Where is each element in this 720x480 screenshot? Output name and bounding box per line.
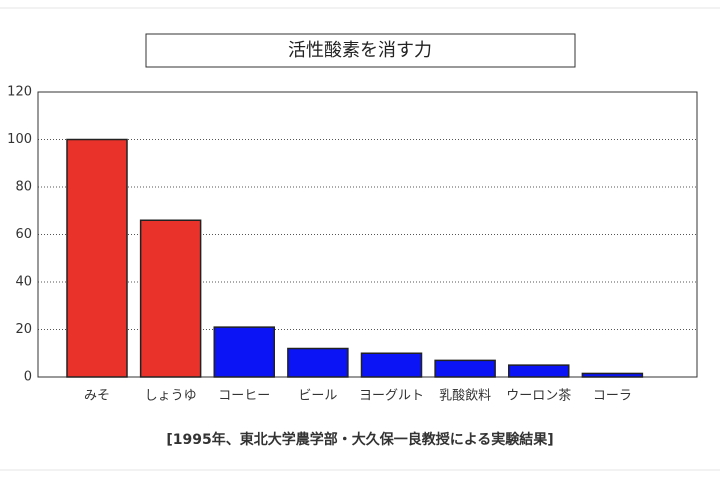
x-tick-label: みそ	[84, 389, 110, 404]
y-tick-label: 60	[15, 227, 32, 242]
annotation: [1995年、東北大学農学部・大久保一良教授による実験結果]	[166, 431, 553, 448]
x-tick-label: ウーロン茶	[506, 388, 571, 404]
y-tick-label: 40	[15, 275, 32, 290]
x-tick-label: コーヒー	[218, 389, 270, 404]
x-tick-label: しょうゆ	[145, 389, 197, 404]
title-box	[145, 33, 576, 68]
bar	[66, 138, 128, 378]
bar	[434, 359, 496, 378]
y-tick-label: 0	[24, 370, 32, 385]
bar	[287, 347, 349, 378]
x-tick-label: コーラ	[593, 389, 632, 404]
y-tick-label: 100	[7, 132, 32, 147]
bar	[581, 372, 644, 378]
x-tick-label: ビール	[298, 389, 337, 404]
chart-title: 活性酸素を消す力	[288, 40, 432, 61]
bar	[508, 364, 570, 378]
y-tick-label: 20	[15, 322, 32, 337]
x-tick-label: 乳酸飲料	[439, 388, 491, 404]
plot-frame	[37, 91, 698, 378]
x-tick-label: ヨーグルト	[359, 389, 424, 404]
y-tick-label: 80	[15, 180, 32, 195]
bar	[213, 326, 275, 378]
bar	[360, 352, 423, 378]
y-tick-label: 120	[7, 85, 32, 100]
bar	[139, 219, 202, 378]
